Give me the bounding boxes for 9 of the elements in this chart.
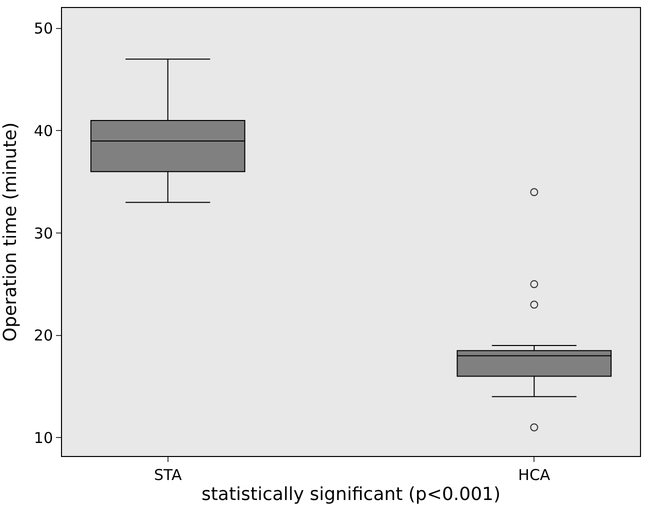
y-tick-label: 50 [34,20,53,38]
y-tick-label: 10 [34,428,53,447]
y-tick-label: 40 [34,122,53,140]
x-tick-label: HCA [518,466,551,484]
y-tick-label: 30 [34,224,53,242]
y-tick-label: 20 [34,326,53,345]
x-tick-label: STA [154,466,182,484]
x-axis-title: statistically significant (p<0.001) [201,484,501,506]
y-axis-title: Operation time (minute) [0,122,21,342]
